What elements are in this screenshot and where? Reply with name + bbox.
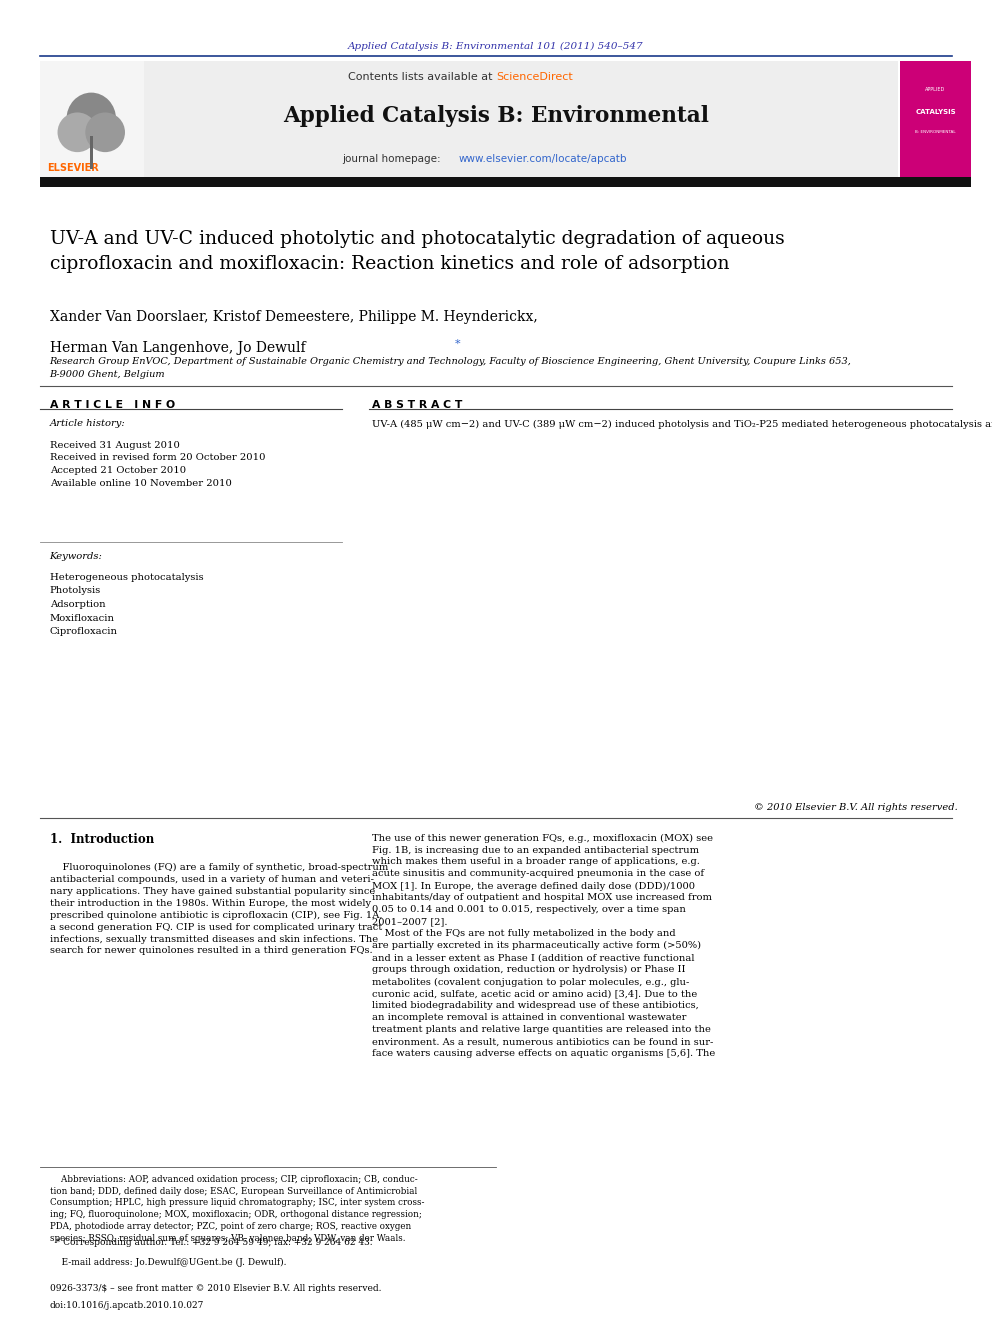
Ellipse shape — [66, 93, 116, 146]
Text: ELSEVIER: ELSEVIER — [48, 163, 99, 173]
Text: A B S T R A C T: A B S T R A C T — [372, 400, 462, 410]
Text: Abbreviations: AOP, advanced oxidation process; CIP, ciprofloxacin; CB, conduc-
: Abbreviations: AOP, advanced oxidation p… — [50, 1175, 425, 1242]
Text: APPLIED: APPLIED — [926, 87, 945, 93]
Bar — [40, 61, 144, 177]
Text: 1.  Introduction: 1. Introduction — [50, 833, 154, 847]
Text: ScienceDirect: ScienceDirect — [496, 71, 572, 82]
Bar — [144, 61, 898, 177]
Text: www.elsevier.com/locate/apcatb: www.elsevier.com/locate/apcatb — [458, 153, 627, 164]
Ellipse shape — [58, 112, 97, 152]
Text: Received 31 August 2010
Received in revised form 20 October 2010
Accepted 21 Oct: Received 31 August 2010 Received in revi… — [50, 441, 265, 488]
Text: CATALYSIS: CATALYSIS — [916, 110, 955, 115]
Text: Fluoroquinolones (FQ) are a family of synthetic, broad-spectrum
antibacterial co: Fluoroquinolones (FQ) are a family of sy… — [50, 863, 388, 955]
Text: * Corresponding author. Tel.: +32 9 264 59 49; fax: +32 9 264 62 43.: * Corresponding author. Tel.: +32 9 264 … — [50, 1238, 372, 1248]
Bar — [89, 136, 92, 169]
Text: Research Group EnVOC, Department of Sustainable Organic Chemistry and Technology: Research Group EnVOC, Department of Sust… — [50, 357, 851, 378]
Bar — [900, 61, 971, 177]
Text: Applied Catalysis B: Environmental: Applied Catalysis B: Environmental — [283, 106, 709, 127]
Text: Xander Van Doorslaer, Kristof Demeestere, Philippe M. Heynderickx,: Xander Van Doorslaer, Kristof Demeestere… — [50, 310, 538, 324]
Text: Contents lists available at: Contents lists available at — [348, 71, 496, 82]
Text: UV-A (485 μW cm−2) and UV-C (389 μW cm−2) induced photolysis and TiO₂-P25 mediat: UV-A (485 μW cm−2) and UV-C (389 μW cm−2… — [372, 419, 992, 429]
Text: B: ENVIRONMENTAL: B: ENVIRONMENTAL — [916, 130, 955, 135]
Text: *: * — [454, 339, 460, 349]
Text: Herman Van Langenhove, Jo Dewulf: Herman Van Langenhove, Jo Dewulf — [50, 341, 306, 356]
Text: Heterogeneous photocatalysis
Photolysis
Adsorption
Moxifloxacin
Ciprofloxacin: Heterogeneous photocatalysis Photolysis … — [50, 573, 203, 636]
Text: 0926-3373/$ – see front matter © 2010 Elsevier B.V. All rights reserved.: 0926-3373/$ – see front matter © 2010 El… — [50, 1283, 381, 1293]
Text: The use of this newer generation FQs, e.g., moxifloxacin (MOX) see
Fig. 1B, is i: The use of this newer generation FQs, e.… — [372, 833, 715, 1058]
Text: E-mail address: Jo.Dewulf@UGent.be (J. Dewulf).: E-mail address: Jo.Dewulf@UGent.be (J. D… — [50, 1258, 286, 1267]
Text: A R T I C L E   I N F O: A R T I C L E I N F O — [50, 400, 175, 410]
Text: Keywords:: Keywords: — [50, 552, 102, 561]
Text: © 2010 Elsevier B.V. All rights reserved.: © 2010 Elsevier B.V. All rights reserved… — [754, 803, 957, 812]
Text: UV-A and UV-C induced photolytic and photocatalytic degradation of aqueous
cipro: UV-A and UV-C induced photolytic and pho… — [50, 230, 785, 273]
Text: Article history:: Article history: — [50, 419, 125, 429]
Ellipse shape — [85, 112, 125, 152]
Text: journal homepage:: journal homepage: — [342, 153, 444, 164]
Text: Applied Catalysis B: Environmental 101 (2011) 540–547: Applied Catalysis B: Environmental 101 (… — [348, 42, 644, 52]
Text: doi:10.1016/j.apcatb.2010.10.027: doi:10.1016/j.apcatb.2010.10.027 — [50, 1301, 204, 1310]
Bar — [40, 177, 971, 187]
